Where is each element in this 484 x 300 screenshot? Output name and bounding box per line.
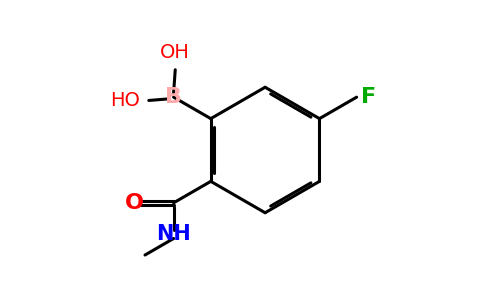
Text: NH: NH (156, 224, 191, 244)
Text: OH: OH (160, 43, 190, 62)
Text: O: O (125, 193, 144, 213)
Text: HO: HO (110, 91, 139, 110)
Text: B: B (165, 87, 182, 107)
Text: F: F (361, 87, 376, 107)
